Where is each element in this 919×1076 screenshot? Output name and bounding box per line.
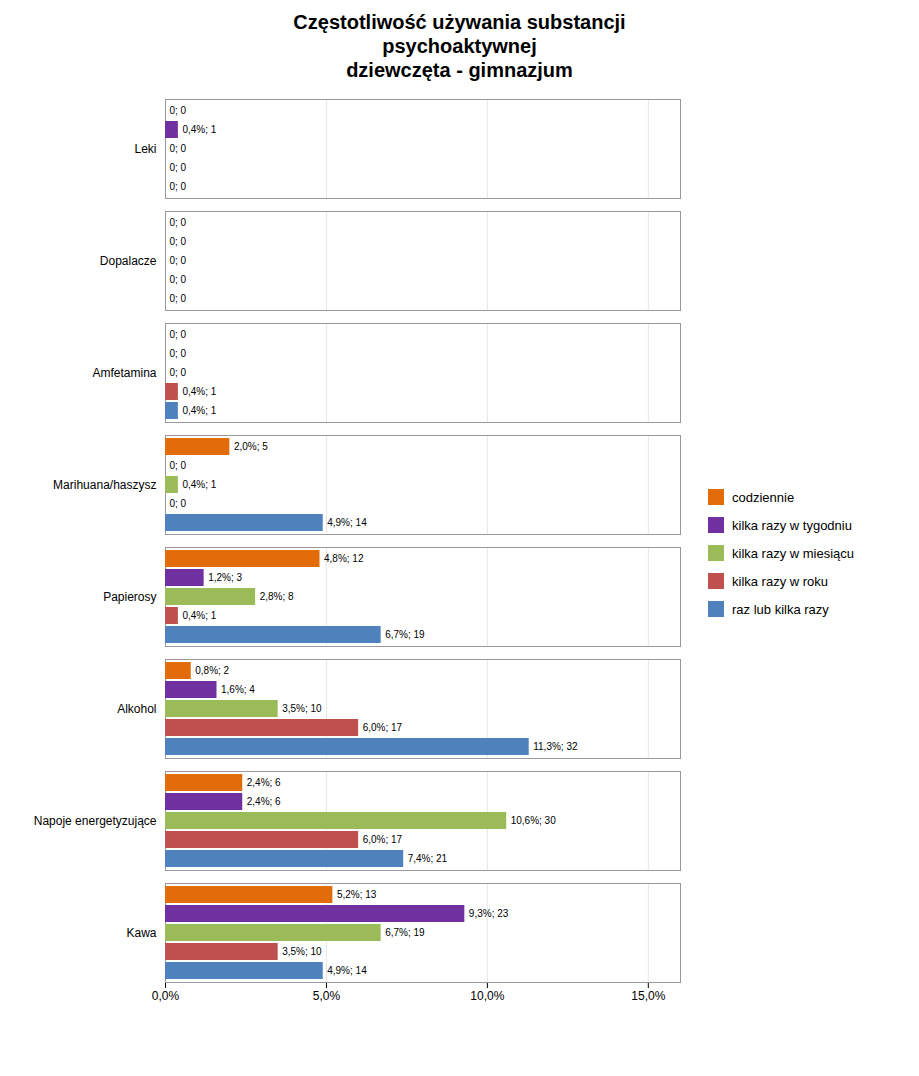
html-text:kilka razy w miesiącu: kilka razy w miesiącu xyxy=(732,545,855,561)
svg-text:0; 0: 0; 0 xyxy=(170,329,187,340)
svg-text:11,3%; 32: 11,3%; 32 xyxy=(533,741,578,752)
svg-text:9,3%; 23: 9,3%; 23 xyxy=(469,908,509,919)
svg-text:0; 0: 0; 0 xyxy=(170,181,187,192)
svg-text:0,4%; 1: 0,4%; 1 xyxy=(182,124,216,135)
svg-text:2,4%; 6: 2,4%; 6 xyxy=(247,796,281,807)
svg-text:0; 0: 0; 0 xyxy=(170,460,187,471)
svg-text:Amfetamina: Amfetamina xyxy=(92,366,156,380)
html-text:Częstotliwość używania substan: Częstotliwość używania substancji psycho… xyxy=(293,11,626,81)
svg-text:0,4%; 1: 0,4%; 1 xyxy=(182,610,216,621)
svg-text:3,5%; 10: 3,5%; 10 xyxy=(282,703,322,714)
svg-text:4,9%; 14: 4,9%; 14 xyxy=(327,965,367,976)
svg-text:0; 0: 0; 0 xyxy=(170,293,187,304)
html-text:raz lub kilka razy: raz lub kilka razy xyxy=(732,601,829,617)
svg-text:10,0%: 10,0% xyxy=(470,989,504,1003)
svg-text:0; 0: 0; 0 xyxy=(170,217,187,228)
svg-text:7,4%; 21: 7,4%; 21 xyxy=(408,853,448,864)
svg-text:1,2%; 3: 1,2%; 3 xyxy=(208,572,242,583)
svg-text:Dopalacze: Dopalacze xyxy=(100,254,157,268)
svg-text:5,2%; 13: 5,2%; 13 xyxy=(337,889,377,900)
svg-text:3,5%; 10: 3,5%; 10 xyxy=(282,946,322,957)
svg-text:Napoje energetyzujące: Napoje energetyzujące xyxy=(34,814,157,828)
svg-text:10,6%; 30: 10,6%; 30 xyxy=(511,815,556,826)
svg-text:6,7%; 19: 6,7%; 19 xyxy=(385,629,425,640)
html-text:kilka razy w roku: kilka razy w roku xyxy=(732,573,829,589)
svg-text:6,7%; 19: 6,7%; 19 xyxy=(385,927,425,938)
svg-text:Leki: Leki xyxy=(134,142,156,156)
svg-text:0; 0: 0; 0 xyxy=(170,105,187,116)
svg-text:2,4%; 6: 2,4%; 6 xyxy=(247,777,281,788)
svg-text:2,0%; 5: 2,0%; 5 xyxy=(234,441,268,452)
svg-text:4,8%; 12: 4,8%; 12 xyxy=(324,553,364,564)
svg-text:5,0%: 5,0% xyxy=(313,989,341,1003)
svg-text:0; 0: 0; 0 xyxy=(170,348,187,359)
svg-text:0,4%; 1: 0,4%; 1 xyxy=(182,386,216,397)
svg-text:2,8%; 8: 2,8%; 8 xyxy=(260,591,294,602)
html-text:kilka razy w tygodniu: kilka razy w tygodniu xyxy=(732,517,852,533)
svg-text:0,4%; 1: 0,4%; 1 xyxy=(182,405,216,416)
svg-text:6,0%; 17: 6,0%; 17 xyxy=(363,722,403,733)
svg-text:0; 0: 0; 0 xyxy=(170,236,187,247)
svg-text:0,0%: 0,0% xyxy=(152,989,180,1003)
svg-text:0,8%; 2: 0,8%; 2 xyxy=(195,665,229,676)
html-text:codziennie: codziennie xyxy=(732,489,795,505)
svg-text:0; 0: 0; 0 xyxy=(170,498,187,509)
svg-text:Papierosy: Papierosy xyxy=(103,590,156,604)
svg-text:6,0%; 17: 6,0%; 17 xyxy=(363,834,403,845)
svg-text:Kawa: Kawa xyxy=(126,926,156,940)
svg-text:4,9%; 14: 4,9%; 14 xyxy=(327,517,367,528)
svg-text:0; 0: 0; 0 xyxy=(170,143,187,154)
svg-text:1,6%; 4: 1,6%; 4 xyxy=(221,684,255,695)
svg-text:0; 0: 0; 0 xyxy=(170,367,187,378)
svg-text:15,0%: 15,0% xyxy=(631,989,665,1003)
svg-text:Alkohol: Alkohol xyxy=(117,702,156,716)
svg-text:0,4%; 1: 0,4%; 1 xyxy=(182,479,216,490)
svg-text:0; 0: 0; 0 xyxy=(170,255,187,266)
svg-text:0; 0: 0; 0 xyxy=(170,274,187,285)
svg-text:0; 0: 0; 0 xyxy=(170,162,187,173)
svg-text:Marihuana/haszysz: Marihuana/haszysz xyxy=(53,478,156,492)
